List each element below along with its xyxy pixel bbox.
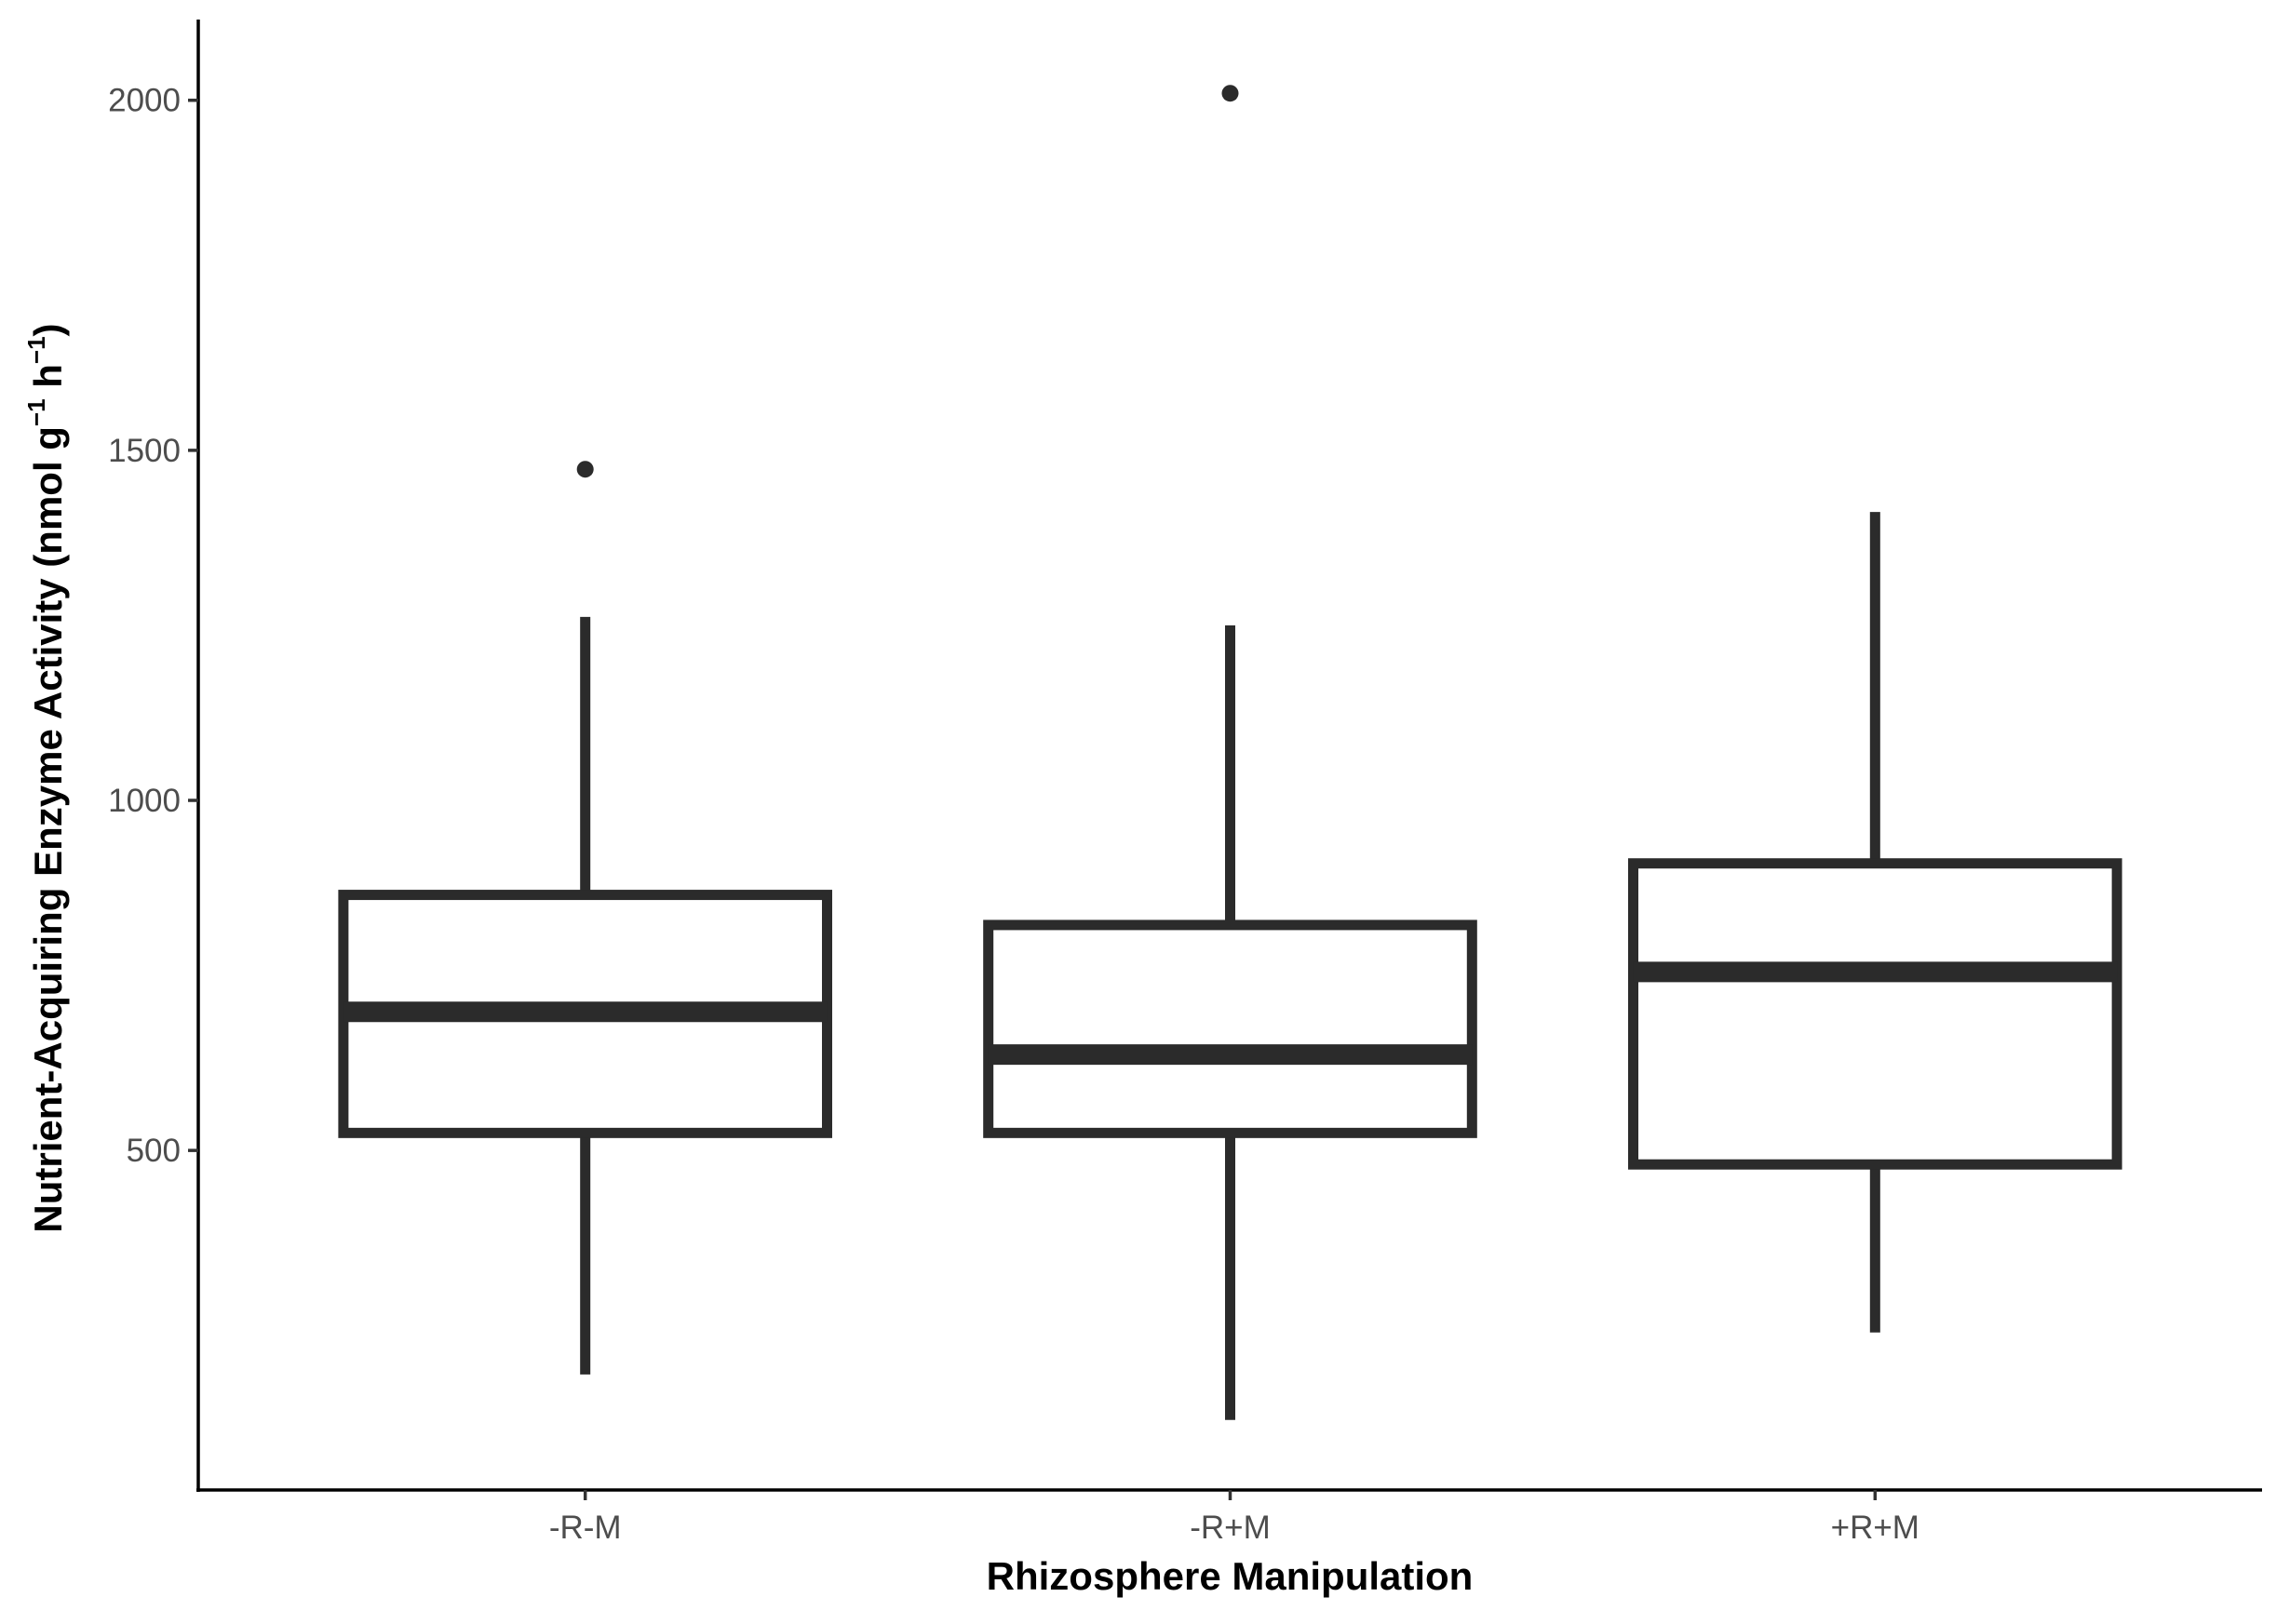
y-tick-label: 1000 [108, 783, 181, 819]
x-tick-label: -R-M [549, 1510, 622, 1546]
x-axis-title: Rhizosphere Manipulation [987, 1554, 1474, 1598]
y-axis-title-close: ) [26, 323, 70, 336]
box-iqr [983, 919, 1477, 1138]
y-axis-title-main: Nutrient-Acquiring Enzyme Activity (nmol… [26, 426, 70, 1233]
box-iqr [1628, 858, 2122, 1170]
x-tick-label: +R+M [1831, 1510, 1919, 1546]
y-axis-title-unit2: h [26, 364, 70, 398]
y-axis-title-sup2: −1 [22, 336, 50, 364]
box-group-+R+M [1628, 512, 2122, 1333]
y-tick-label: 500 [127, 1133, 181, 1169]
y-axis-title: Nutrient-Acquiring Enzyme Activity (nmol… [22, 323, 70, 1232]
y-tick-label: 2000 [108, 83, 181, 119]
y-axis-title-sup1: −1 [22, 398, 50, 426]
outlier-point [1221, 85, 1239, 102]
box-group--R-M [338, 461, 832, 1375]
y-tick-label: 1500 [108, 433, 181, 469]
x-tick-label: -R+M [1190, 1510, 1271, 1546]
box-group--R+M [983, 85, 1477, 1420]
outlier-point [576, 461, 594, 478]
plot-area [338, 85, 2122, 1420]
axes: 500 1000 1500 2000 -R-M -R+M +R+M [108, 20, 2262, 1546]
